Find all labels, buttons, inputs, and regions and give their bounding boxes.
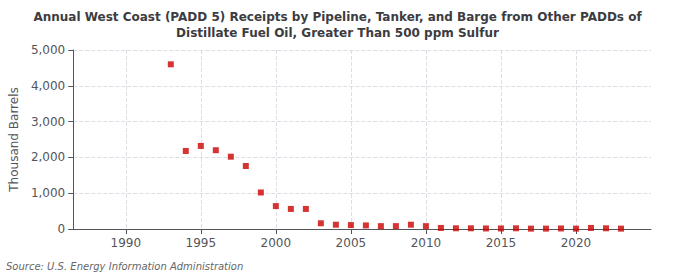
svg-text:Annual West Coast (PADD 5) Rec: Annual West Coast (PADD 5) Receipts by P… (33, 10, 642, 24)
svg-text:2005: 2005 (336, 236, 367, 250)
svg-text:2010: 2010 (411, 236, 442, 250)
svg-text:Distillate Fuel Oil, Greater T: Distillate Fuel Oil, Greater Than 500 pp… (176, 26, 499, 40)
svg-text:Thousand Barrels: Thousand Barrels (7, 87, 21, 192)
svg-text:2000: 2000 (261, 236, 292, 250)
svg-text:3,000: 3,000 (31, 115, 65, 129)
svg-text:4,000: 4,000 (31, 79, 65, 93)
svg-text:5,000: 5,000 (31, 43, 65, 57)
svg-text:2,000: 2,000 (31, 150, 65, 164)
svg-text:2015: 2015 (486, 236, 517, 250)
svg-text:1,000: 1,000 (31, 186, 65, 200)
svg-text:1995: 1995 (186, 236, 217, 250)
svg-text:0: 0 (58, 222, 66, 236)
svg-text:Source: U.S. Energy Informatio: Source: U.S. Energy Information Administ… (6, 261, 243, 272)
svg-text:2020: 2020 (561, 236, 592, 250)
svg-text:1990: 1990 (111, 236, 142, 250)
